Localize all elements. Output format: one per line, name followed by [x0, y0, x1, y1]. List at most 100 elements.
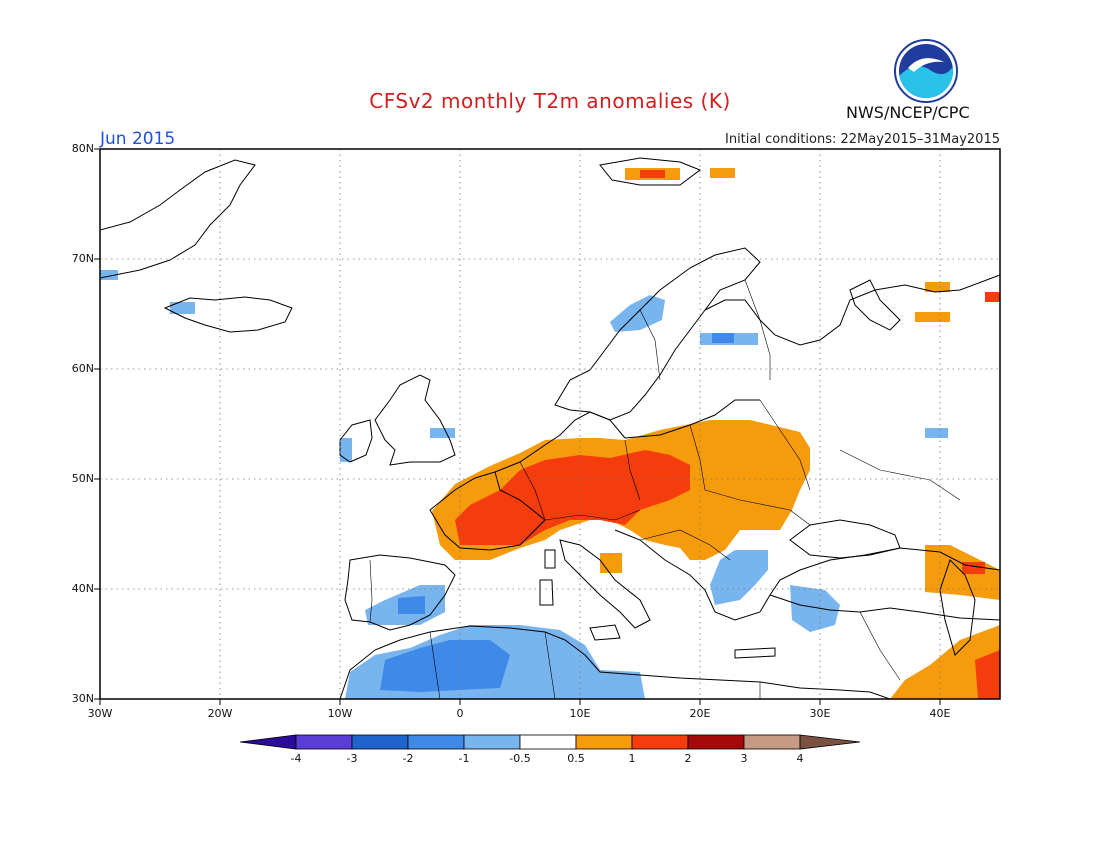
coast-crete: [734, 647, 776, 659]
anomaly-caucasus-hot: [962, 562, 985, 574]
lon-label-20e: 20E: [689, 707, 711, 720]
border-balkans: [639, 529, 731, 561]
coast-svalbard: [599, 157, 702, 186]
logo-wave: [899, 66, 953, 98]
anomaly-middle-east-warm: [890, 625, 1000, 699]
colorbar-cell-above-4: [799, 734, 861, 750]
colorbar-cell: [463, 734, 521, 750]
coast-ireland: [339, 419, 373, 463]
colorbar-cell: [631, 734, 689, 750]
anomaly-scandinavia-cold: [610, 295, 665, 332]
colorbar-label: 3: [740, 752, 748, 765]
colorbar-label: 4: [796, 752, 804, 765]
lat-label-50n: 50N: [71, 472, 94, 485]
border-finland-russia: [744, 279, 771, 380]
coast-north-africa: [339, 625, 891, 699]
colorbar-cell: [575, 734, 633, 750]
graticule: [100, 149, 1000, 699]
logo-bird: [908, 58, 944, 72]
coast-italy: [559, 539, 651, 629]
anomaly-franz-josef: [710, 168, 735, 178]
lat-label-30n: 30N: [71, 692, 94, 705]
colorbar-label: 0.5: [567, 752, 585, 765]
colorbar-cell: [519, 734, 577, 750]
lat-label-80n: 80N: [71, 142, 94, 155]
lon-label-30e: 30E: [809, 707, 831, 720]
coast-britain: [374, 374, 456, 466]
coast-greenland: [100, 159, 256, 279]
lat-label-70n: 70N: [71, 252, 94, 265]
colorbar-cell: [743, 734, 801, 750]
coast-caspian: [939, 559, 976, 656]
border-poland-east: [689, 424, 706, 491]
chart-title: CFSv2 monthly T2m anomalies (K): [369, 89, 731, 113]
coastlines: [100, 157, 1000, 699]
lat-label-60n: 60N: [71, 362, 94, 375]
coast-novaya-zemlya: [849, 279, 901, 331]
lon-label-0: 0: [456, 707, 464, 720]
anomaly-turkey-cold: [790, 585, 840, 632]
coast-turkey: [769, 594, 1000, 621]
colorbar: [239, 734, 861, 750]
anomaly-finland-cold2: [712, 333, 734, 343]
anomaly-shading: [100, 168, 1000, 699]
map-frame: [99, 148, 1001, 700]
anomaly-russia-warm2: [915, 312, 950, 322]
coast-finland-russia: [704, 274, 1000, 346]
border-north-africa-2: [544, 631, 556, 699]
colorbar-cell: [295, 734, 353, 750]
agency-label: NWS/NCEP/CPC: [846, 103, 970, 122]
coast-baltic: [624, 399, 760, 439]
anomaly-balkans-cold: [710, 550, 768, 605]
tick-marks: [94, 148, 941, 705]
lon-label-30w: 30W: [87, 707, 113, 720]
lon-label-10w: 10W: [327, 707, 353, 720]
border-germany-poland: [624, 439, 641, 501]
coast-black-sea: [789, 519, 901, 559]
anomaly-volga-cold: [925, 428, 948, 438]
border-middle-east: [859, 611, 901, 681]
coast-iberia: [344, 554, 456, 631]
lon-label-40e: 40E: [929, 707, 951, 720]
anomaly-italy-warm: [600, 553, 622, 573]
colorbar-label: -1: [458, 752, 470, 765]
colorbar-cell-below-4: [239, 734, 297, 750]
colorbar-label: 2: [684, 752, 692, 765]
colorbar-label: -4: [290, 752, 302, 765]
anomaly-iceland-cold: [170, 302, 195, 314]
lat-label-40n: 40N: [71, 582, 94, 595]
border-sweden-norway: [639, 309, 661, 381]
colorbar-cell: [407, 734, 465, 750]
lon-label-10e: 10E: [569, 707, 591, 720]
border-north-africa-1: [429, 631, 441, 699]
forecast-month: Jun 2015: [100, 129, 176, 149]
coast-iceland: [163, 296, 293, 333]
border-spain-portugal: [369, 559, 373, 623]
colorbar-label: -0.5: [509, 752, 531, 765]
coast-corsica: [544, 549, 556, 569]
anomaly-russia-hot: [985, 292, 1000, 302]
coast-sardinia: [539, 579, 554, 606]
colorbar-cell: [687, 734, 745, 750]
anomaly-uk-cold: [430, 428, 455, 438]
country-borders: [369, 279, 961, 699]
border-alps: [544, 509, 641, 521]
anomaly-algeria-cold: [380, 640, 510, 692]
border-eastern-europe: [704, 489, 811, 526]
anomaly-middle-east-hot: [975, 650, 1000, 699]
anomaly-svalbard-hot: [640, 170, 665, 178]
colorbar-cell: [351, 734, 409, 750]
initial-conditions: Initial conditions: 22May2015–31May2015: [725, 132, 1000, 147]
noaa-logo: [894, 39, 958, 103]
lon-label-20w: 20W: [207, 707, 233, 720]
border-belarus-russia: [759, 399, 811, 491]
colorbar-label: 1: [628, 752, 636, 765]
colorbar-label: -3: [346, 752, 358, 765]
coast-france: [429, 471, 546, 551]
border-france-germany: [519, 461, 546, 521]
border-russia-kazakhstan: [839, 449, 961, 501]
anomaly-iberia-cold2: [398, 596, 425, 614]
anomaly-ireland-cold: [340, 438, 352, 462]
coast-sicily: [589, 624, 621, 641]
